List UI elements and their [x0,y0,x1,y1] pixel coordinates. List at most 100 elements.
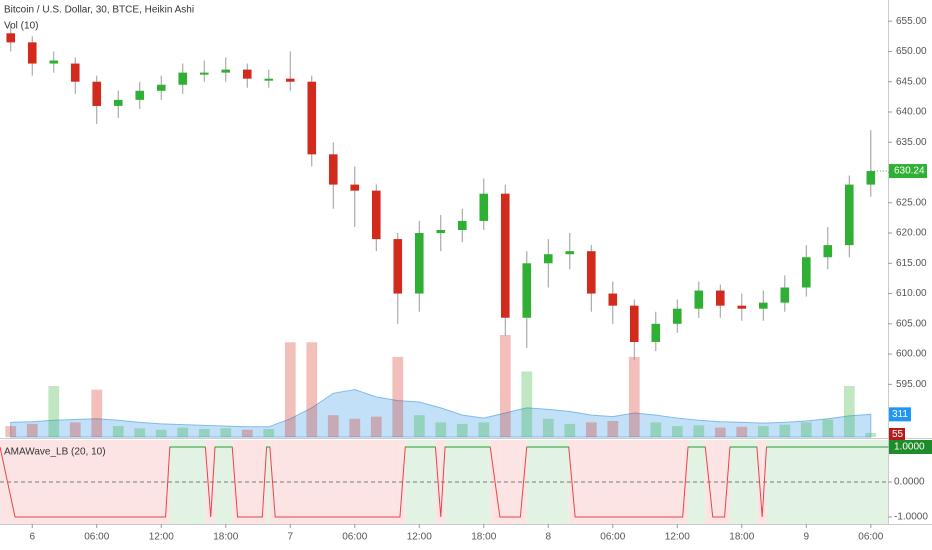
candle-body [27,42,37,64]
volume-bar [306,342,318,437]
chart-title: Bitcoin / U.S. Dollar, 30, BTCE, Heikin … [4,5,194,16]
x-tick-label: 9 [804,532,810,543]
candle-body [823,245,833,258]
x-tick-label: 06:00 [84,532,109,543]
candle-body [629,305,639,342]
x-tick-label: 12:00 [149,532,174,543]
volume-box [889,427,905,441]
candle-body [393,239,403,294]
candle-body [285,78,295,82]
volume-ma-box [889,407,911,422]
state-fill [499,440,521,524]
volume-ma-label: 311 [892,409,908,420]
volume-bar [822,419,834,437]
volume-bar [478,422,490,437]
candle-body [414,233,424,294]
candle-body [113,99,123,106]
candle-body [221,69,231,73]
volume-bar [198,428,210,437]
last-price-label: 630.24 [894,166,925,177]
candle-body [457,220,467,230]
y-tick-label: 615.00 [896,258,927,269]
volume-bar [26,423,38,437]
volume-bar [564,423,576,437]
state-fill [215,440,233,524]
y-tick-label: 655.00 [896,16,927,27]
candle-body [565,251,575,255]
x-tick-label: 18:00 [213,532,238,543]
candle-body [672,308,682,324]
volume-bar [865,432,877,437]
candle-body [178,72,188,85]
volume-bar [607,420,619,437]
candle-body [758,302,768,309]
candle-body [608,293,618,306]
x-tick-label: 06:00 [342,532,367,543]
y-tick-label: 595.00 [896,379,927,390]
volume-bar [112,426,124,437]
y-tick-label: 600.00 [896,349,927,360]
y-tick-label: 640.00 [896,107,927,118]
candle-body [651,323,661,342]
volume-bar [800,422,812,437]
x-tick-label: 6 [29,532,35,543]
x-tick-label: 06:00 [600,532,625,543]
candle-body [844,184,854,246]
y-tick-label: 635.00 [896,137,927,148]
candle-body [92,81,102,106]
volume-bar [521,371,533,437]
volume-bar [241,429,253,437]
y-tick-label: 1.0000 [894,442,925,453]
x-tick-label: 8 [545,532,551,543]
price-pane [6,24,888,361]
volume-bar [5,426,17,437]
candle-body [242,69,252,79]
y-tick-label: 625.00 [896,197,927,208]
indicator-value-box [889,440,932,454]
volume-bar [48,386,60,437]
y-tick-label: 0.0000 [894,477,925,488]
candle-body [307,81,317,155]
candle-body [801,257,811,288]
volume-bar [392,356,404,437]
x-tick-label: 18:00 [729,532,754,543]
indicator-title: AMAWave_LB (20, 10) [4,447,106,458]
volume-bar [413,415,425,437]
y-tick-label: -1.0000 [894,512,928,523]
volume-bar [499,335,511,437]
volume-bar [628,356,640,437]
candle-body [780,287,790,303]
candle-body [522,263,532,318]
candle-body [694,290,704,309]
y-tick-label: 605.00 [896,318,927,329]
x-tick-label: 18:00 [471,532,496,543]
volume-bar [155,429,167,437]
volume-bar [177,427,189,437]
candle-body [350,184,360,191]
volume-bar [757,426,769,437]
candle-body [436,230,446,234]
indicator-line [0,446,888,518]
candle-body [199,72,209,75]
candle-body [479,193,489,221]
volume-bar [542,418,554,437]
candle-body [715,290,725,306]
candle-body [264,78,274,81]
volume-bar [284,342,296,437]
candle-body [49,60,59,64]
volume-pane [5,335,877,438]
last-price-box [889,164,927,179]
candle-body [737,305,747,309]
candle-body [70,63,80,82]
volume-bar [585,422,597,437]
indicator-pane [0,440,888,524]
x-tick-label: 7 [287,532,293,543]
candle-body [6,33,16,43]
volume-bar [671,426,683,437]
state-fill [445,440,491,524]
volume-bar [349,418,361,437]
volume-title: Vol (10) [4,21,38,32]
candle-body [328,154,338,185]
